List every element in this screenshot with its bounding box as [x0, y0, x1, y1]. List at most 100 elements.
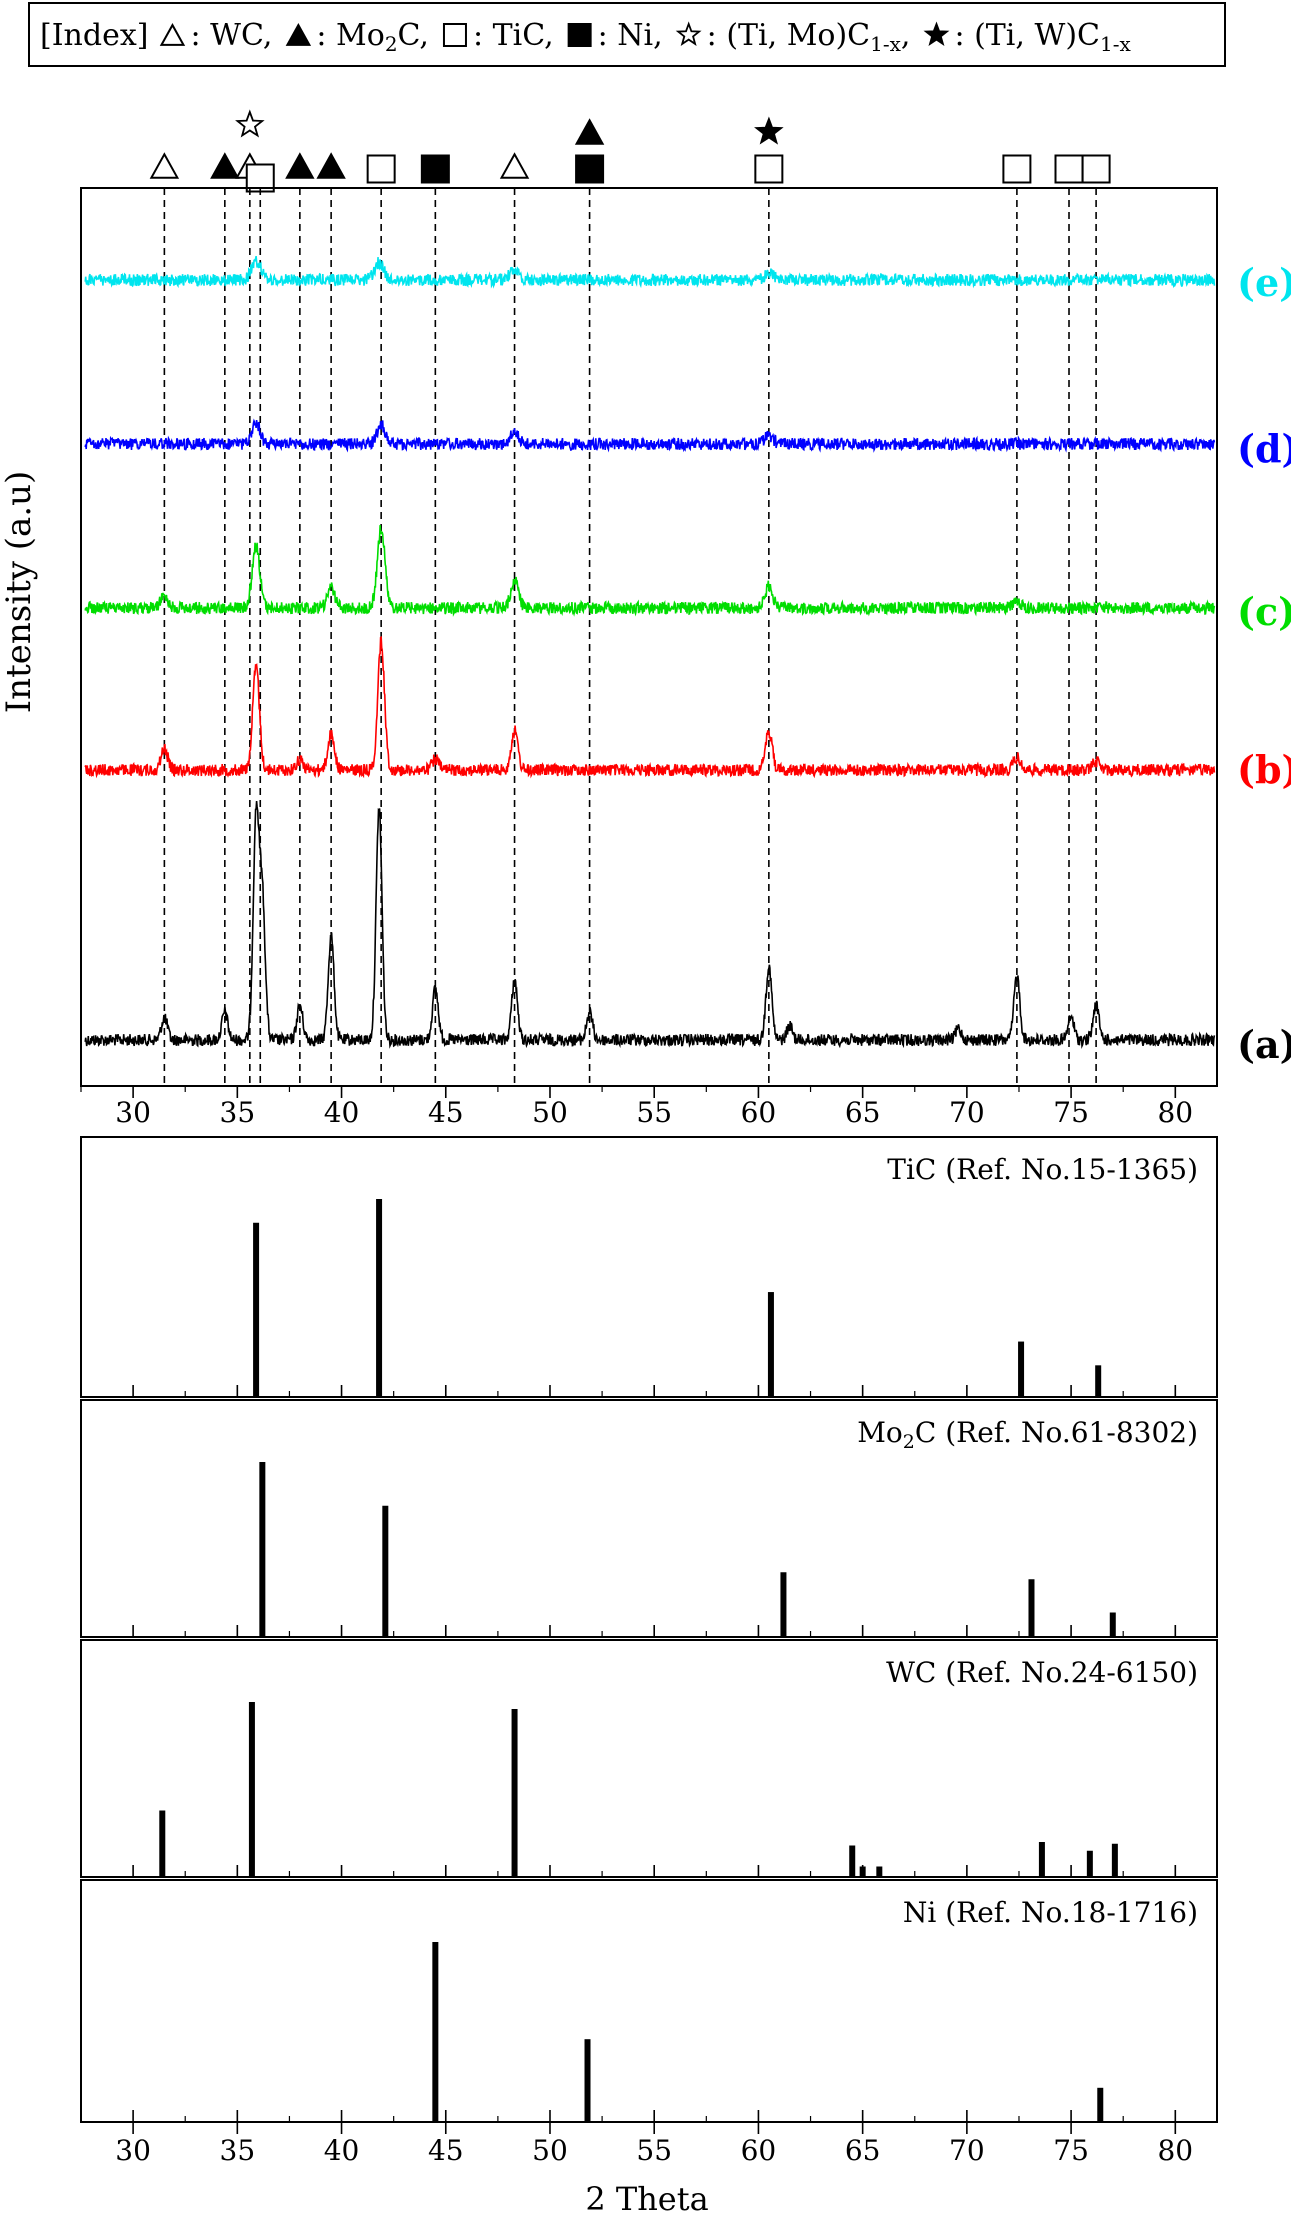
reference-stick — [159, 1811, 165, 1878]
reference-panel-title: TiC (Ref. No.15-1365) — [887, 1153, 1198, 1186]
reference-stick — [768, 1292, 774, 1397]
legend-entry-label: : WC, — [190, 18, 272, 53]
x-tick-label: 30 — [115, 1096, 151, 1129]
reference-stick — [1110, 1613, 1116, 1638]
reference-lines — [164, 188, 1096, 1086]
reference-stick — [1018, 1342, 1024, 1397]
pattern-line-c — [85, 525, 1214, 614]
legend-prefix: [Index] — [40, 18, 148, 53]
series-label: (c) — [1237, 589, 1291, 634]
reference-stick — [512, 1709, 518, 1877]
x-tick-label: 65 — [845, 2134, 881, 2167]
x-tick-label: 55 — [636, 2134, 672, 2167]
legend-entry-label: : Mo2C, — [316, 18, 429, 56]
x-tick-label: 75 — [1053, 1096, 1089, 1129]
pattern-line-a — [85, 801, 1214, 1046]
series-label: (b) — [1237, 747, 1291, 792]
peak-marker-sq-filled-icon — [422, 156, 449, 183]
x-tick-label: 40 — [324, 2134, 360, 2167]
reference-stick — [259, 1462, 265, 1637]
series-label: (a) — [1237, 1022, 1291, 1067]
x-tick-label: 50 — [532, 2134, 568, 2167]
x-tick-label: 80 — [1157, 1096, 1193, 1129]
reference-stick — [876, 1867, 882, 1878]
panel-x-ticks — [81, 2110, 1175, 2122]
y-axis-label: Intensity (a.u) — [0, 471, 39, 714]
peak-marker-sq-open-icon — [368, 156, 395, 183]
peak-marker-tri-filled-icon — [318, 154, 344, 177]
peak-marker-tri-open-icon — [151, 154, 177, 177]
x-tick-label: 35 — [220, 2134, 256, 2167]
x-tick-label: 65 — [845, 1096, 881, 1129]
peak-marker-tri-filled-icon — [577, 120, 603, 143]
peak-marker-tri-filled-icon — [212, 154, 238, 177]
pattern-line-b — [85, 637, 1214, 776]
reference-stick — [382, 1506, 388, 1637]
reference-stick — [432, 1942, 438, 2122]
peak-marker-sq-filled-icon — [576, 156, 603, 183]
x-tick-label: 60 — [741, 1096, 777, 1129]
reference-stick — [1097, 2088, 1103, 2122]
reference-panel: Ni (Ref. No.18-1716) — [81, 1880, 1217, 2122]
bottom-x-ticks: 30 35 40 45 50 55 60 65 70 75 80 — [115, 2122, 1193, 2167]
reference-panel: WC (Ref. No.24-6150) — [81, 1640, 1217, 1877]
series-label: (e) — [1237, 260, 1291, 305]
x-tick-label: 80 — [1157, 2134, 1193, 2167]
sq-filled-symbol-icon — [569, 24, 591, 46]
reference-panel-title: Ni (Ref. No.18-1716) — [903, 1896, 1198, 1929]
reference-panel-title: WC (Ref. No.24-6150) — [886, 1656, 1198, 1689]
reference-panel: Mo2C (Ref. No.61-8302) — [81, 1400, 1217, 1637]
x-tick-label: 35 — [220, 1096, 256, 1129]
main-x-ticks: 30 35 40 45 50 55 60 65 70 75 80 — [81, 1086, 1193, 1129]
x-tick-label: 55 — [636, 1096, 672, 1129]
peak-marker-tri-open-icon — [502, 154, 528, 177]
panel-x-ticks — [81, 1625, 1175, 1637]
legend-entry-label: : Ni, — [598, 18, 663, 53]
reference-panel-title: Mo2C (Ref. No.61-8302) — [857, 1416, 1198, 1453]
reference-stick — [780, 1572, 786, 1637]
peak-marker-star-open-icon — [238, 112, 263, 136]
x-tick-label: 50 — [532, 1096, 568, 1129]
panel-x-ticks — [81, 1385, 1175, 1397]
peak-marker-star-filled-icon — [757, 119, 782, 143]
peak-markers — [151, 112, 1109, 192]
reference-stick — [1112, 1844, 1118, 1877]
sq-open-symbol-icon — [444, 24, 466, 46]
peak-marker-sq-open-icon — [1056, 156, 1083, 183]
pattern-line-e — [85, 256, 1214, 286]
series-labels: (a) (b) (c) (d) (e) — [1237, 260, 1291, 1067]
legend: [Index]: WC,: Mo2C,: TiC,: Ni,: (Ti, Mo)… — [29, 3, 1225, 66]
series-label: (d) — [1237, 426, 1291, 471]
peak-marker-sq-open-icon — [755, 156, 782, 183]
main-plot-frame — [81, 188, 1217, 1086]
panel-x-ticks — [81, 1865, 1175, 1877]
reference-stick — [376, 1199, 382, 1397]
xrd-pattern-plot: (a) (b) (c) (d) (e) 30 35 40 45 50 55 60 65 70 75 80 I… — [0, 188, 1291, 1129]
x-tick-label: 45 — [428, 2134, 464, 2167]
reference-panel: TiC (Ref. No.15-1365) — [81, 1137, 1217, 1397]
x-tick-label: 70 — [949, 2134, 985, 2167]
reference-stick — [585, 2039, 591, 2122]
reference-stick — [253, 1223, 259, 1397]
reference-stick — [1039, 1842, 1045, 1877]
legend-entry-label: : TiC, — [473, 18, 554, 53]
reference-stick — [1028, 1579, 1034, 1637]
reference-stick — [1095, 1365, 1101, 1397]
pattern-line-d — [85, 420, 1214, 450]
x-tick-label: 40 — [324, 1096, 360, 1129]
reference-stick — [1087, 1851, 1093, 1877]
x-tick-label: 45 — [428, 1096, 464, 1129]
pattern-series — [85, 256, 1214, 1046]
x-tick-label: 30 — [115, 2134, 151, 2167]
x-tick-label: 60 — [741, 2134, 777, 2167]
x-axis-label: 2 Theta — [585, 2180, 708, 2218]
reference-stick — [849, 1846, 855, 1878]
reference-stick — [249, 1702, 255, 1877]
peak-marker-tri-filled-icon — [287, 154, 313, 177]
peak-marker-sq-open-icon — [1003, 156, 1030, 183]
x-tick-label: 75 — [1053, 2134, 1089, 2167]
reference-panels: TiC (Ref. No.15-1365) Mo2C (Ref. No.61-83… — [81, 1137, 1217, 2122]
peak-marker-sq-open-icon — [1083, 156, 1110, 183]
x-tick-label: 70 — [949, 1096, 985, 1129]
